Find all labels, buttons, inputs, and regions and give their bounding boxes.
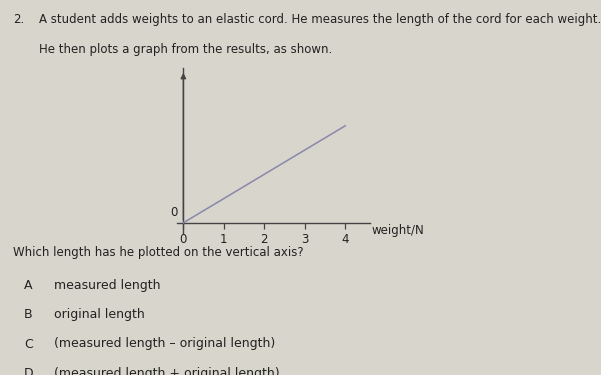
Text: B: B — [24, 308, 32, 321]
Text: 0: 0 — [170, 206, 177, 219]
Text: A: A — [24, 279, 32, 292]
Text: C: C — [24, 338, 33, 351]
Text: (measured length – original length): (measured length – original length) — [54, 338, 275, 351]
Text: weight/N: weight/N — [371, 224, 424, 237]
Text: original length: original length — [54, 308, 145, 321]
Text: measured length: measured length — [54, 279, 160, 292]
Text: (measured length + original length): (measured length + original length) — [54, 367, 279, 375]
Text: D: D — [24, 367, 34, 375]
Text: He then plots a graph from the results, as shown.: He then plots a graph from the results, … — [39, 43, 332, 56]
Text: Which length has he plotted on the vertical axis?: Which length has he plotted on the verti… — [13, 246, 304, 259]
Text: 2.: 2. — [13, 13, 25, 26]
Text: A student adds weights to an elastic cord. He measures the length of the cord fo: A student adds weights to an elastic cor… — [39, 13, 601, 26]
